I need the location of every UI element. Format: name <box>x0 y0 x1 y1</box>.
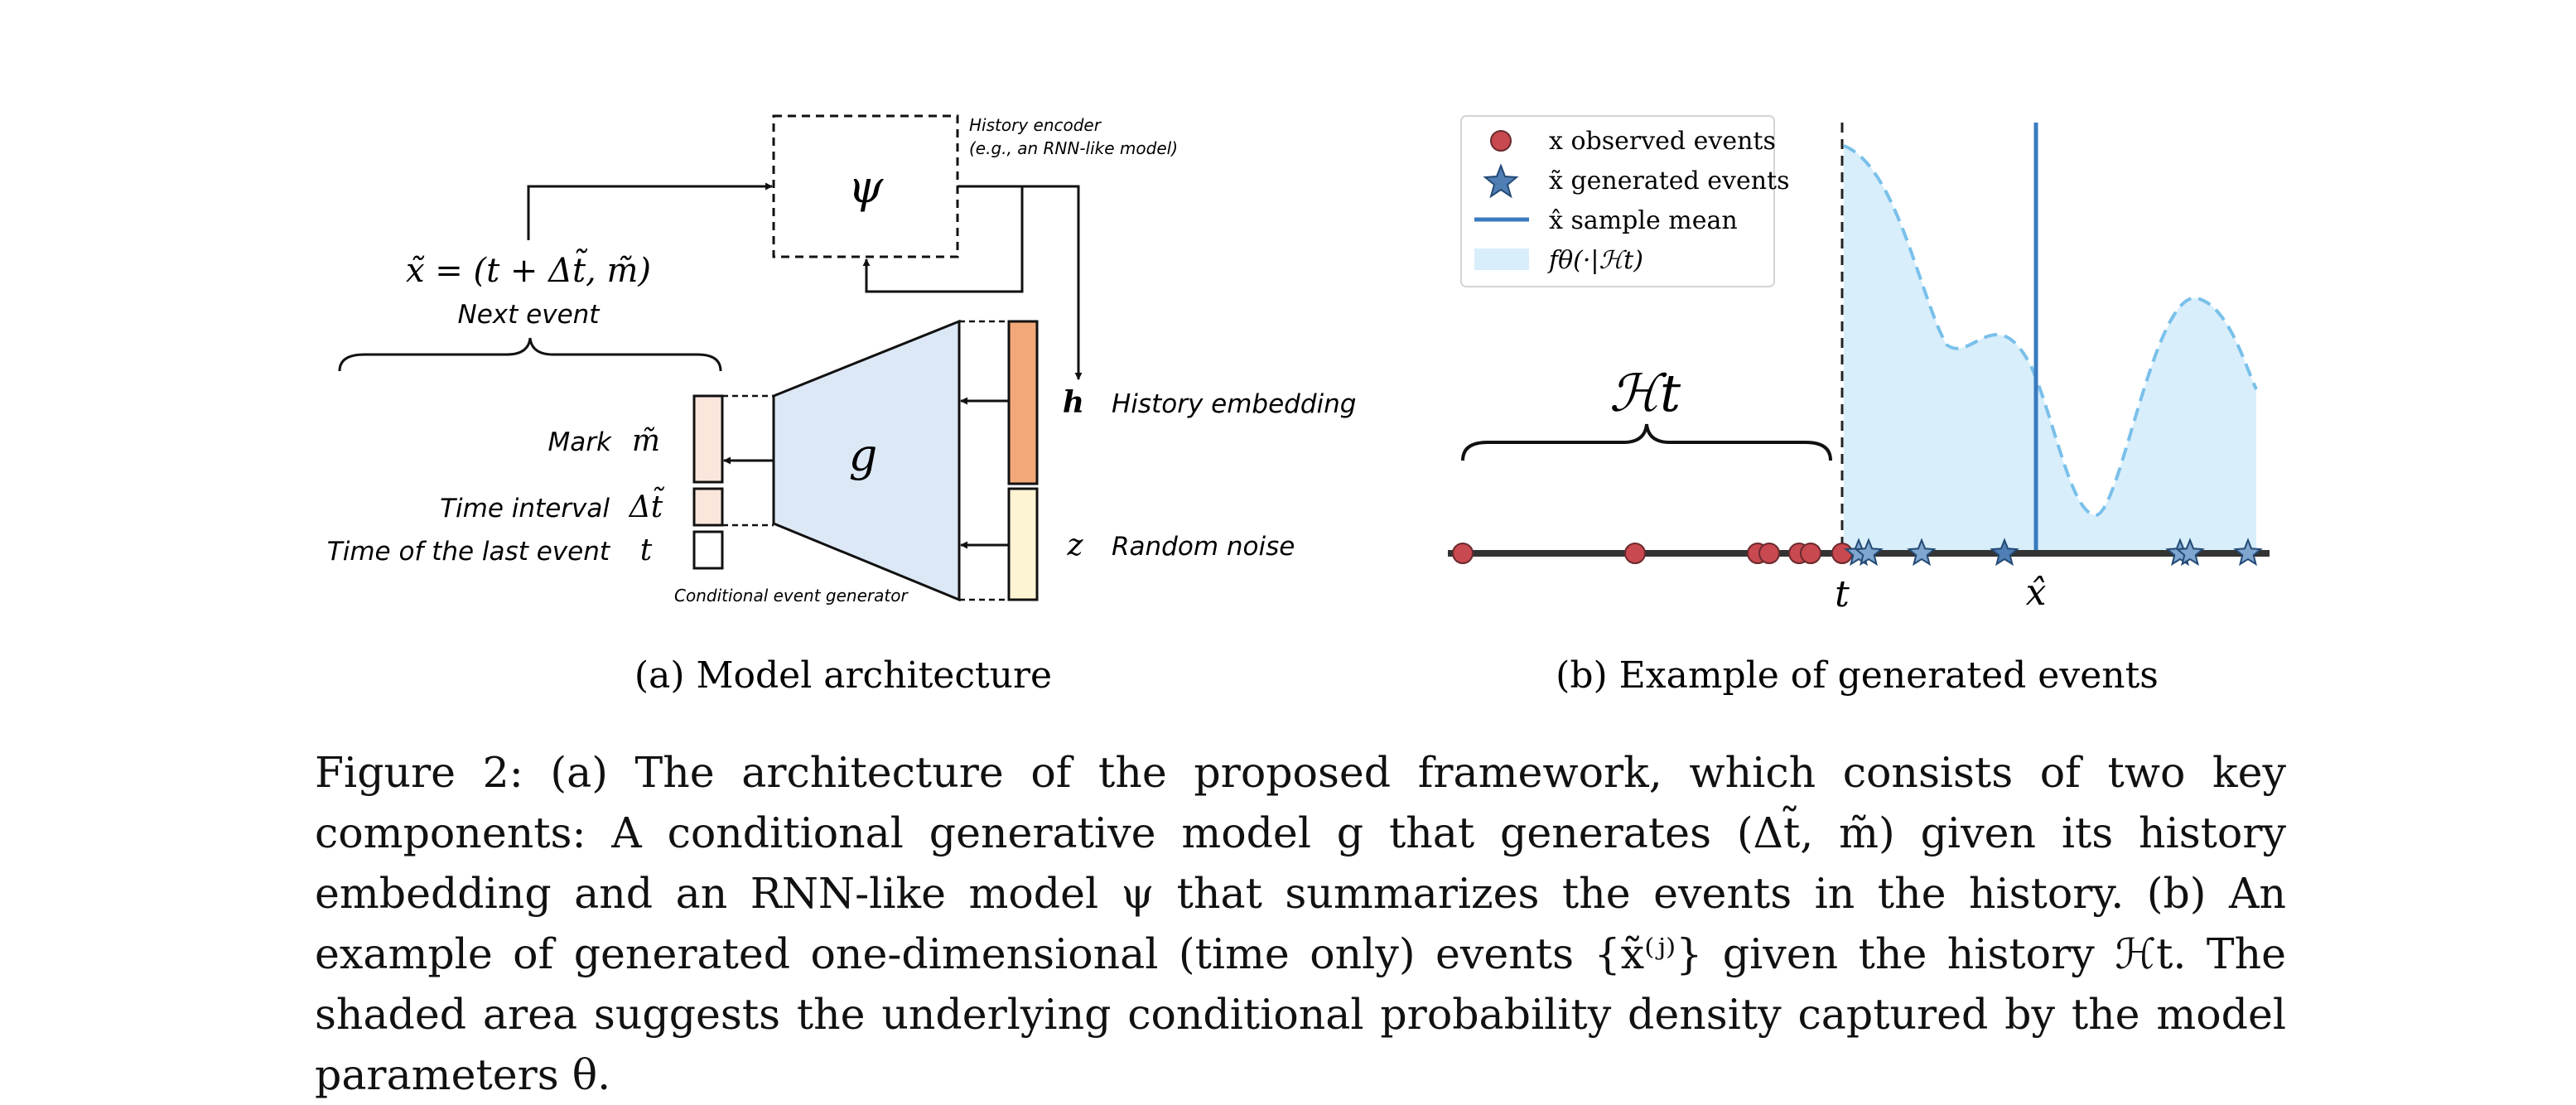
observed-event <box>1800 543 1821 564</box>
history-brace <box>1461 423 1832 461</box>
last-event-symbol: t <box>640 533 653 567</box>
interval-box <box>692 487 724 527</box>
generated-event <box>2233 538 2263 567</box>
next-event-equation: x̃ = (t + Δt̃, m̃) <box>406 249 651 290</box>
legend-observed-label: x observed events <box>1549 127 1776 156</box>
subcaption-b: (b) Example of generated events <box>1556 654 2159 697</box>
mark-box <box>692 394 724 484</box>
legend-density-label: fθ(·|ℋt) <box>1547 246 1643 275</box>
noise-label: Random noise <box>1112 532 1295 562</box>
history-embedding-label: History embedding <box>1112 389 1356 419</box>
history-encoder-symbol: ψ <box>848 161 884 213</box>
legend-frame <box>1460 115 1775 287</box>
next-event-to-encoder-arrow <box>527 182 773 240</box>
generated-event <box>1907 538 1937 567</box>
encoder-to-embedding-arrow <box>1022 185 1083 380</box>
observed-events <box>1452 543 1853 564</box>
last-event-box <box>692 530 724 570</box>
observed-event <box>1831 543 1853 564</box>
generated-event <box>1854 538 1884 567</box>
current-time-label: t <box>1835 573 1850 615</box>
generated-events-panel: t x̂ ℋt x observed events x̃ generated e… <box>1448 115 2270 697</box>
legend: x observed events x̃ generated events x̂… <box>1460 115 1790 287</box>
noise-symbol: z <box>1067 528 1084 562</box>
legend-density-marker <box>1474 249 1529 270</box>
legend-generated-marker <box>1483 163 1519 199</box>
last-event-label: Time of the last event <box>327 537 611 567</box>
history-encoder-box <box>772 114 959 258</box>
history-embedding-symbol: h <box>1063 385 1084 420</box>
history-symbol: ℋt <box>1609 363 1681 423</box>
observed-event <box>1758 543 1780 564</box>
generated-event <box>1990 538 2019 567</box>
legend-generated-label: x̃ generated events <box>1549 166 1790 195</box>
time-interval-label: Time interval <box>440 494 610 524</box>
next-event-brace <box>338 337 722 372</box>
next-event-label: Next event <box>458 300 601 330</box>
generator-label: Conditional event generator <box>674 586 909 606</box>
generated-event <box>2175 538 2205 567</box>
observed-event <box>1452 543 1474 564</box>
density-area <box>1844 146 2256 553</box>
model-architecture-panel: ψ History encoder (e.g., an RNN-like mod… <box>327 114 1356 697</box>
subcaption-a: (a) Model architecture <box>634 654 1052 697</box>
generator-symbol: g <box>849 429 878 481</box>
figure-caption: Figure 2: (a) The architecture of the pr… <box>315 748 2286 1099</box>
sample-mean-label: x̂ <box>2026 572 2047 614</box>
history-embedding-box <box>1007 320 1039 485</box>
density-curve <box>1843 144 2258 518</box>
mark-symbol: m̃ <box>632 424 660 458</box>
mark-label: Mark <box>548 427 612 457</box>
observed-event <box>1624 543 1646 564</box>
time-interval-symbol: Δt̃ <box>628 487 665 524</box>
history-encoder-sublabel: (e.g., an RNN-like model) <box>969 138 1178 158</box>
history-encoder-label: History encoder <box>969 115 1102 135</box>
noise-box <box>1007 487 1039 601</box>
generated-events <box>1844 538 2263 567</box>
encoder-recurrent-arrow <box>862 185 1024 293</box>
legend-observed-marker <box>1490 130 1512 152</box>
legend-mean-label: x̂ sample mean <box>1549 206 1738 235</box>
